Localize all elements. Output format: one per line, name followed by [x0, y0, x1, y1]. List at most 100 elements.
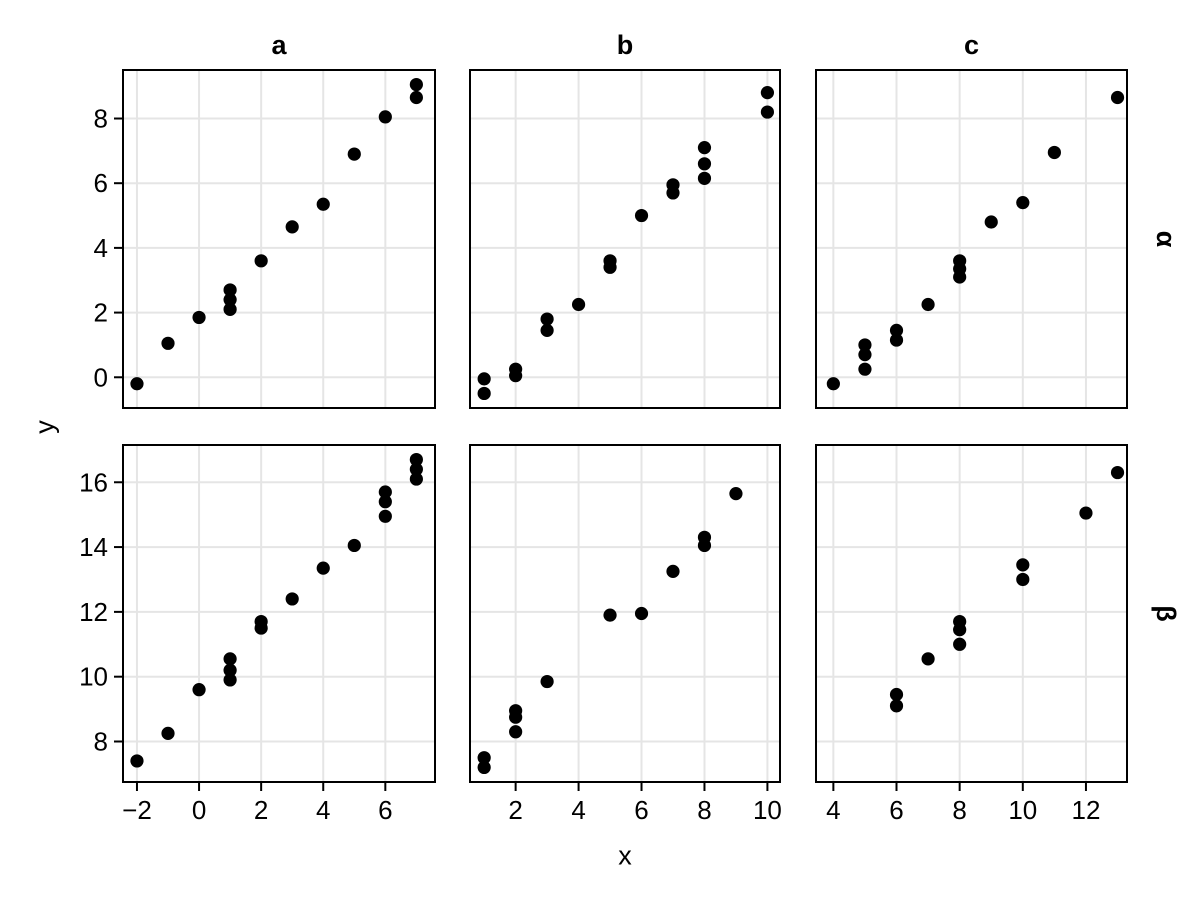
- data-point: [921, 297, 935, 312]
- panel-alpha-a: [122, 69, 436, 409]
- data-point: [409, 77, 423, 92]
- panel-beta-b: [469, 444, 781, 783]
- data-point: [1110, 90, 1125, 105]
- y-tick-label: 16: [79, 467, 108, 497]
- x-tick-label: 2: [254, 795, 268, 825]
- x-tick-label: 10: [753, 795, 782, 825]
- x-tick-label: −2: [122, 795, 152, 825]
- data-point: [540, 674, 554, 689]
- data-point: [666, 564, 680, 578]
- x-tick-label: 6: [889, 795, 903, 825]
- x-tick-label: 4: [826, 795, 840, 825]
- data-point: [409, 472, 423, 486]
- panel-border: [469, 444, 781, 783]
- panel-border: [815, 444, 1128, 783]
- x-tick-label: 12: [1071, 795, 1100, 825]
- data-point: [697, 157, 712, 171]
- data-point: [347, 147, 361, 161]
- column-title-a: a: [271, 30, 287, 60]
- data-point: [603, 254, 617, 268]
- y-tick-label: 8: [94, 104, 108, 134]
- data-point: [378, 495, 392, 509]
- data-point: [1016, 572, 1030, 587]
- x-tick-label: 10: [1008, 795, 1037, 825]
- data-point: [571, 297, 586, 312]
- data-point: [540, 323, 554, 337]
- y-tick-label: 6: [94, 168, 108, 198]
- panel-border: [469, 69, 781, 409]
- gridlines: [123, 445, 435, 782]
- data-point: [316, 561, 330, 575]
- data-point: [378, 485, 392, 499]
- data-point: [223, 283, 237, 297]
- data-point: [666, 178, 680, 192]
- data-point: [130, 377, 144, 391]
- data-point: [347, 538, 361, 553]
- x-tick-label: 6: [378, 795, 392, 825]
- data-point: [697, 141, 712, 155]
- data-point: [603, 608, 617, 622]
- points-alpha-a: [130, 77, 423, 391]
- data-point: [921, 652, 935, 666]
- data-point: [760, 105, 775, 119]
- data-point: [634, 208, 649, 223]
- data-point: [285, 592, 299, 606]
- points-beta-a: [130, 452, 423, 768]
- data-point: [192, 310, 206, 325]
- data-point: [161, 336, 175, 350]
- x-axis-label: x: [618, 840, 632, 871]
- y-tick-label: 2: [94, 298, 108, 328]
- x-tick-label: 4: [571, 795, 585, 825]
- points-beta-b: [477, 487, 743, 775]
- data-point: [509, 725, 523, 739]
- row-label-beta: β: [1151, 605, 1181, 621]
- data-point: [223, 652, 237, 666]
- panel-alpha-b: [469, 69, 781, 409]
- y-tick-label: 0: [94, 362, 108, 392]
- x-tick-label: 8: [952, 795, 966, 825]
- data-point: [254, 615, 268, 629]
- data-point: [953, 637, 967, 651]
- points-beta-c: [889, 465, 1125, 713]
- points-alpha-b: [477, 86, 775, 401]
- data-point: [1110, 465, 1125, 480]
- column-title-b: b: [617, 30, 634, 60]
- points-alpha-c: [826, 90, 1125, 391]
- gridlines: [816, 445, 1127, 782]
- data-point: [477, 760, 491, 775]
- data-point: [509, 704, 523, 718]
- data-point: [634, 606, 649, 621]
- y-tick-label: 10: [79, 662, 108, 692]
- y-tick-label: 14: [79, 532, 108, 562]
- data-point: [161, 726, 175, 740]
- gridlines: [816, 70, 1127, 408]
- data-point: [953, 254, 967, 268]
- data-point: [477, 386, 491, 401]
- data-point: [697, 171, 712, 185]
- data-point: [889, 333, 904, 347]
- data-point: [826, 377, 840, 391]
- data-point: [223, 293, 237, 307]
- data-point: [889, 699, 904, 713]
- data-point: [1016, 558, 1030, 572]
- y-axis-ticks: 0 2 4 6 8 8 10 12 14 16: [79, 104, 122, 756]
- data-point: [192, 683, 206, 697]
- panel-border: [122, 69, 436, 409]
- data-point: [889, 687, 904, 702]
- data-point: [858, 348, 872, 362]
- x-tick-label: 6: [634, 795, 648, 825]
- data-point: [1047, 145, 1061, 160]
- y-tick-label: 4: [94, 233, 108, 263]
- data-point: [316, 197, 330, 211]
- data-point: [130, 754, 144, 768]
- data-point: [1016, 196, 1030, 210]
- x-tick-label: 2: [508, 795, 522, 825]
- row-label-alpha: α: [1151, 231, 1181, 248]
- data-point: [254, 254, 268, 268]
- y-tick-label: 8: [94, 726, 108, 756]
- data-point: [477, 372, 491, 386]
- data-point: [509, 362, 523, 376]
- data-point: [223, 673, 237, 687]
